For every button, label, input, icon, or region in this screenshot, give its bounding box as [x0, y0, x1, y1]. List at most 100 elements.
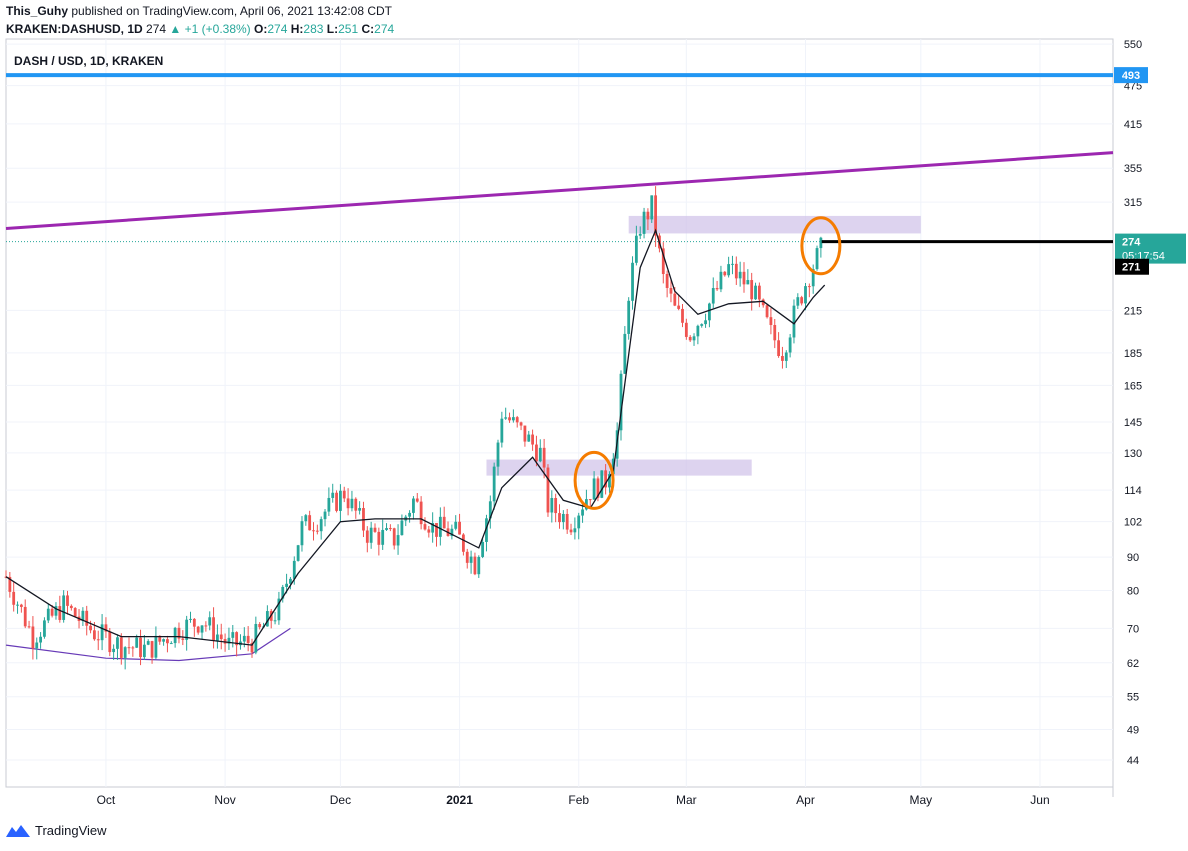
candle[interactable]: [385, 523, 388, 531]
candle[interactable]: [465, 548, 469, 569]
candle[interactable]: [692, 333, 696, 346]
candle[interactable]: [54, 602, 58, 620]
candle[interactable]: [162, 638, 165, 646]
candle[interactable]: [546, 464, 550, 517]
candle[interactable]: [523, 425, 527, 447]
candle[interactable]: [108, 627, 112, 657]
candle[interactable]: [81, 607, 85, 627]
candle[interactable]: [538, 439, 542, 463]
candle[interactable]: [696, 324, 700, 345]
candle[interactable]: [796, 293, 800, 309]
candle[interactable]: [27, 620, 31, 629]
candle[interactable]: [573, 517, 577, 540]
candle[interactable]: [365, 526, 369, 553]
candle[interactable]: [400, 514, 404, 536]
candle[interactable]: [342, 486, 346, 503]
candle[interactable]: [638, 226, 642, 240]
candle[interactable]: [681, 303, 684, 328]
candle[interactable]: [535, 435, 538, 467]
candle[interactable]: [554, 493, 558, 523]
candle[interactable]: [661, 242, 665, 284]
candle[interactable]: [369, 521, 373, 549]
candle[interactable]: [412, 496, 415, 520]
candle[interactable]: [204, 621, 208, 632]
candle[interactable]: [723, 271, 727, 277]
candle[interactable]: [85, 605, 89, 636]
candle[interactable]: [754, 282, 757, 300]
candle[interactable]: [481, 538, 485, 559]
candle[interactable]: [139, 629, 142, 666]
candle[interactable]: [331, 483, 335, 503]
resistance-trend-line[interactable]: [5, 151, 1114, 230]
candle[interactable]: [485, 514, 488, 552]
candle[interactable]: [500, 411, 504, 448]
candle[interactable]: [807, 283, 811, 298]
candle[interactable]: [450, 524, 454, 540]
candle[interactable]: [58, 595, 62, 623]
candle[interactable]: [511, 409, 515, 423]
candle[interactable]: [708, 302, 711, 328]
candle[interactable]: [381, 519, 385, 550]
candle[interactable]: [515, 415, 519, 428]
candle[interactable]: [777, 332, 780, 358]
candle[interactable]: [650, 195, 654, 223]
candle[interactable]: [127, 637, 131, 655]
candle[interactable]: [304, 513, 308, 526]
candle[interactable]: [277, 591, 281, 625]
candle[interactable]: [392, 527, 396, 550]
candle[interactable]: [473, 552, 477, 576]
candle[interactable]: [46, 603, 50, 624]
candle[interactable]: [504, 407, 508, 420]
candle[interactable]: [623, 326, 627, 374]
candle[interactable]: [769, 308, 773, 335]
candle[interactable]: [112, 644, 116, 660]
candle[interactable]: [177, 622, 181, 644]
candle[interactable]: [388, 524, 392, 532]
candle[interactable]: [715, 280, 719, 291]
candle[interactable]: [746, 269, 750, 285]
candle[interactable]: [669, 278, 673, 303]
candle[interactable]: [781, 346, 784, 369]
candle[interactable]: [185, 615, 189, 651]
candle[interactable]: [757, 282, 761, 308]
candle[interactable]: [69, 604, 73, 611]
candle[interactable]: [700, 323, 704, 328]
support-resistance-zone[interactable]: [486, 459, 752, 476]
candle[interactable]: [396, 524, 400, 555]
candle[interactable]: [600, 470, 604, 499]
candle[interactable]: [438, 507, 442, 546]
candle[interactable]: [431, 512, 435, 543]
candle[interactable]: [212, 607, 215, 649]
candle[interactable]: [719, 265, 723, 293]
candle[interactable]: [496, 439, 500, 476]
candle[interactable]: [281, 584, 285, 603]
candle[interactable]: [462, 533, 465, 556]
candle[interactable]: [66, 590, 69, 615]
candle[interactable]: [684, 318, 688, 340]
candle[interactable]: [750, 272, 754, 311]
candle[interactable]: [419, 496, 423, 530]
candle[interactable]: [319, 516, 323, 540]
candle[interactable]: [377, 527, 381, 556]
candle[interactable]: [373, 523, 377, 533]
candle[interactable]: [527, 430, 531, 442]
candle[interactable]: [335, 490, 338, 513]
candle[interactable]: [200, 625, 204, 640]
candle[interactable]: [577, 512, 581, 540]
candle[interactable]: [246, 626, 250, 652]
candle[interactable]: [273, 612, 277, 625]
highlight-ellipse[interactable]: [800, 216, 842, 276]
candle[interactable]: [8, 571, 12, 598]
candle[interactable]: [119, 633, 123, 665]
candle[interactable]: [765, 303, 769, 319]
candle[interactable]: [811, 264, 815, 294]
candle[interactable]: [227, 627, 231, 650]
candle[interactable]: [208, 611, 212, 631]
candle[interactable]: [761, 298, 765, 308]
candle[interactable]: [358, 501, 362, 515]
candle[interactable]: [542, 438, 546, 479]
candle[interactable]: [531, 429, 534, 451]
candle[interactable]: [31, 616, 35, 660]
candle[interactable]: [731, 255, 734, 275]
candle[interactable]: [23, 599, 27, 629]
